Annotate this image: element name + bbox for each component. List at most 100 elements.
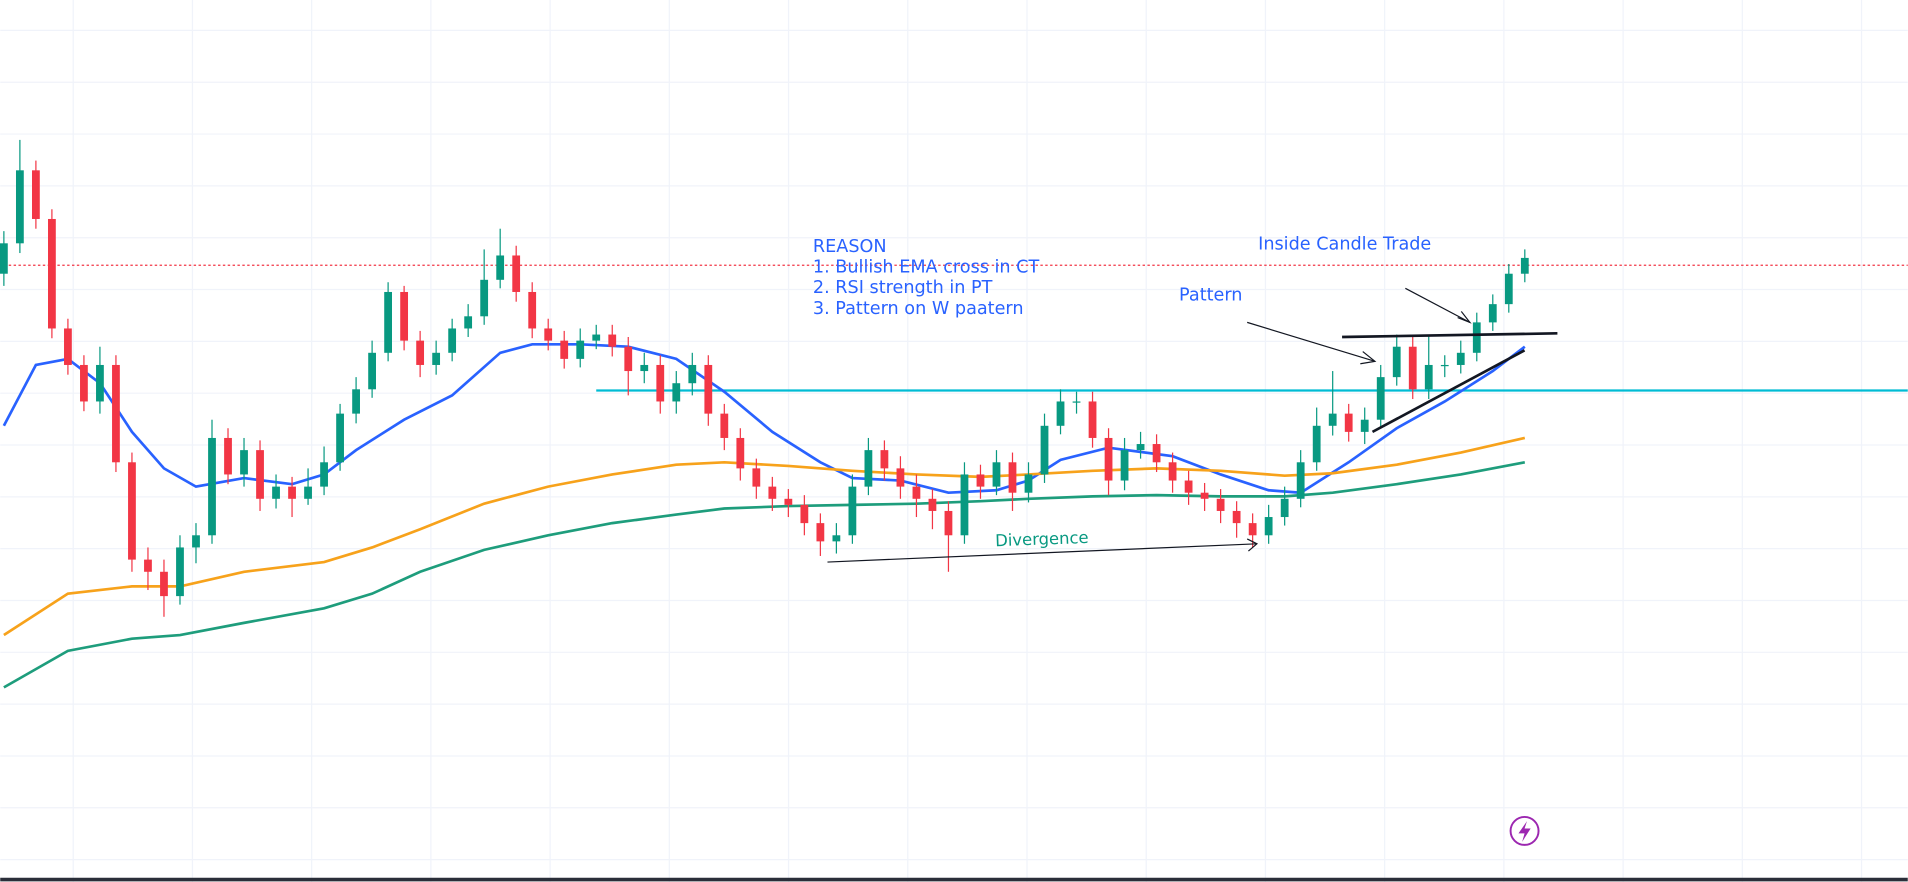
candle-body — [608, 334, 617, 347]
candle-body — [192, 535, 200, 548]
candle-body — [1440, 364, 1449, 367]
candle-body — [48, 218, 56, 329]
arrow-head — [1457, 311, 1472, 324]
candle-body — [1120, 450, 1129, 481]
candle-body — [928, 498, 937, 511]
candle-body — [1264, 517, 1273, 536]
resistance-line — [1342, 331, 1558, 339]
moving-average — [3, 460, 1526, 689]
note-line: 1. Bullish EMA cross in CT — [813, 258, 1040, 278]
arrow — [1247, 321, 1376, 362]
candle-body — [1040, 425, 1049, 475]
candle-body — [624, 346, 633, 372]
candle-body — [160, 571, 168, 597]
candle-body — [176, 547, 184, 597]
candle-body — [1488, 304, 1497, 323]
candle-body — [1088, 401, 1097, 438]
candle-body — [976, 474, 985, 487]
divergence-line — [827, 543, 1257, 563]
candle-body — [384, 291, 393, 353]
drawings — [827, 287, 1558, 563]
candle-body — [832, 535, 841, 542]
candle-body — [688, 364, 697, 384]
candle-body — [752, 468, 761, 487]
candle-body — [1456, 352, 1465, 365]
candle-body — [848, 486, 857, 536]
candle-body — [112, 364, 120, 463]
candle-body — [1504, 273, 1513, 305]
arrow — [1405, 287, 1471, 323]
candle-body — [1472, 322, 1481, 353]
candle-body — [528, 291, 537, 329]
candle-body — [448, 328, 457, 353]
candle-body — [1312, 425, 1321, 463]
candle-body — [672, 383, 681, 402]
candle-body — [15, 170, 24, 244]
lightning-button[interactable] — [1509, 815, 1540, 846]
candle-body — [1520, 257, 1529, 274]
candle-body — [336, 413, 344, 463]
candle-body — [736, 437, 745, 469]
candle-body — [1424, 364, 1433, 390]
candle-body — [1056, 401, 1065, 426]
candle-body — [704, 364, 713, 414]
candle-body — [864, 450, 873, 487]
candle-body — [640, 364, 649, 372]
reason-note: REASON 1. Bullish EMA cross in CT 2. RSI… — [813, 237, 1040, 319]
note-line: 3. Pattern on W paatern — [813, 299, 1024, 319]
candle-body — [1104, 437, 1113, 481]
candle-body — [656, 364, 665, 402]
candle-body — [560, 340, 569, 359]
candle-body — [1392, 346, 1401, 378]
candle-body — [1280, 498, 1289, 518]
candle-body — [1408, 346, 1417, 390]
candle-body — [0, 243, 8, 274]
candle-body — [592, 334, 601, 341]
moving-average — [2, 342, 1526, 495]
candle-body — [1008, 462, 1017, 493]
candle-body — [768, 486, 777, 499]
candle-body — [896, 468, 905, 487]
candle-body — [720, 413, 729, 438]
candle-body — [1248, 523, 1257, 536]
candle-body — [480, 279, 489, 317]
candle-body — [1072, 401, 1081, 403]
candle-body — [80, 364, 88, 402]
candle-body — [912, 486, 921, 499]
candle-body — [240, 450, 248, 475]
candle-body — [96, 364, 104, 402]
annotation: Pattern — [1179, 285, 1242, 305]
plot — [0, 139, 1908, 689]
candle-body — [432, 352, 441, 365]
candle-body — [208, 437, 216, 536]
annotation: Inside Candle Trade — [1258, 234, 1431, 254]
candle-body — [800, 504, 809, 524]
candle-body — [272, 486, 280, 499]
candle-body — [352, 389, 360, 414]
candle-body — [784, 498, 793, 505]
candle-body — [1360, 419, 1369, 432]
candle-body — [1136, 444, 1145, 451]
button-icon[interactable] — [1518, 821, 1531, 842]
annotation: Divergence — [995, 528, 1089, 550]
candle-body — [576, 340, 585, 359]
candle-body — [880, 450, 889, 469]
candle-body — [31, 170, 40, 219]
candle-body — [1344, 413, 1353, 432]
candle-body — [304, 486, 312, 499]
candle-body — [496, 255, 505, 280]
candle-body — [320, 462, 328, 487]
candle-body — [464, 316, 473, 329]
candle-body — [816, 523, 825, 542]
candle-body — [944, 510, 953, 536]
candle-body — [288, 486, 296, 499]
candle-body — [1216, 498, 1225, 511]
candle-body — [1376, 377, 1385, 420]
candle-body — [1328, 413, 1337, 426]
candle-body — [1184, 480, 1193, 493]
candle-body — [1152, 444, 1161, 463]
